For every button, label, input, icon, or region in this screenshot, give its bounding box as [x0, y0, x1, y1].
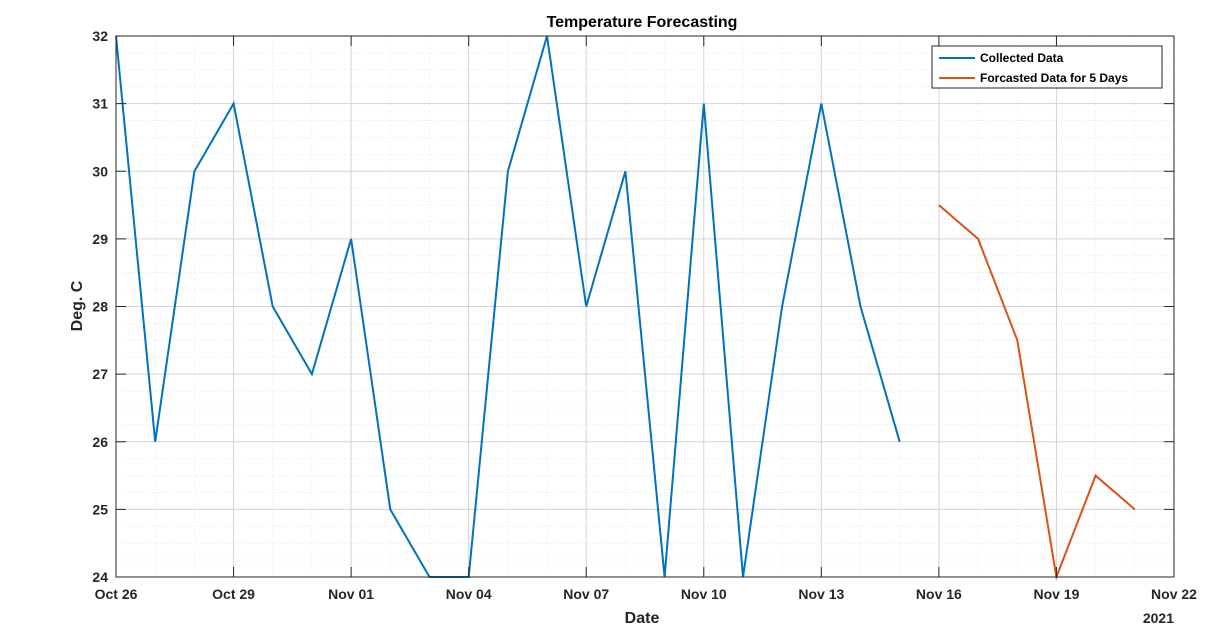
legend-label-forecast: Forcasted Data for 5 Days	[980, 71, 1128, 85]
y-tick-label: 24	[92, 569, 108, 585]
x-tick-label: Nov 01	[328, 586, 374, 602]
y-axis-label: Deg. C	[69, 280, 86, 331]
legend-label-collected: Collected Data	[980, 51, 1064, 65]
legend-box	[931, 45, 1163, 89]
chart-title: Temperature Forecasting	[547, 14, 738, 31]
x-tick-label: Nov 13	[798, 586, 844, 602]
y-tick-label: 25	[92, 501, 108, 517]
x-tick-label: Oct 26	[95, 586, 138, 602]
x-axis-label: Date	[625, 610, 660, 627]
x-tick-labels: Oct 26 Oct 29 Nov 01 Nov 04 Nov 07 Nov 10 Nov …	[95, 586, 1198, 602]
y-tick-labels: 24 25 26 27 28 29 30 31 32	[92, 28, 108, 585]
x-tick-label: Nov 22	[1151, 586, 1197, 602]
y-tick-label: 26	[92, 434, 108, 450]
year-label: 2021	[1143, 610, 1174, 626]
x-tick-label: Nov 10	[681, 586, 727, 602]
y-tick-label: 31	[92, 96, 108, 112]
tick-marks	[115, 35, 1175, 578]
y-tick-label: 29	[92, 231, 108, 247]
series-layer	[115, 35, 1136, 581]
y-tick-label: 27	[92, 366, 108, 382]
x-tick-label: Nov 07	[563, 586, 609, 602]
series-line-collected	[115, 35, 901, 578]
x-tick-label: Oct 29	[212, 586, 255, 602]
plot-area	[115, 35, 1175, 581]
x-tick-label: Nov 16	[916, 586, 962, 602]
legend: Collected Data Forcasted Data for 5 Days	[931, 45, 1163, 89]
y-tick-label: 32	[92, 28, 108, 44]
series-line-forecast	[938, 204, 1136, 581]
y-tick-label: 28	[92, 299, 108, 315]
x-tick-label: Nov 19	[1033, 586, 1079, 602]
x-tick-label: Nov 04	[446, 586, 492, 602]
y-tick-label: 30	[92, 163, 108, 179]
